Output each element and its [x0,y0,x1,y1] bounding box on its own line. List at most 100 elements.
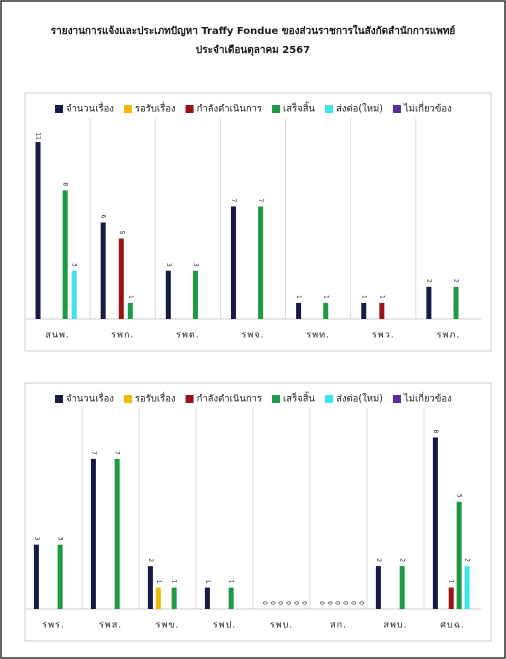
bar [426,286,432,319]
bar [147,566,153,609]
legend-swatch [123,395,132,403]
legend-label: รอรับเรื่อง [135,102,176,115]
x-tick-label: รพว. [372,331,395,341]
x-tick-label: สพบ. [384,621,408,631]
bar [399,566,405,609]
value-label: 2 [453,279,460,283]
bar [323,302,329,319]
legend-swatch [392,105,401,113]
value-label: 1 [360,295,367,299]
bar [155,587,161,609]
bar [100,222,106,319]
value-label: 7 [114,451,121,455]
legend-swatch [185,395,194,403]
legend-label: ส่งต่อ(ใหม่) [336,393,383,405]
chart-frame [24,382,492,642]
value-label: 1 [204,580,211,584]
value-label: 1 [127,295,134,299]
value-label: 1 [295,295,302,299]
value-label: 3 [33,537,40,541]
value-label: 5 [118,231,125,235]
report-title: รายงานการแจ้งและประเภทปัญหา Traffy Fondu… [51,24,456,37]
legend-swatch [272,395,281,403]
value-label: 0 [342,601,349,605]
bar [448,587,454,609]
report-subtitle: ประจำเดือนตุลาคม 2567 [196,44,310,56]
bar [456,501,462,609]
x-tick-label: รพร. [42,621,64,631]
legend-swatch [272,105,281,113]
x-tick-label: รพข. [156,621,180,631]
x-tick-label: รพท. [306,331,330,341]
value-label: 7 [257,199,264,203]
legend-label: ส่งต่อ(ใหม่) [336,103,383,115]
value-label: 1 [322,295,329,299]
bar [171,587,177,609]
legend-label: รอรับเรื่อง [135,392,176,405]
bar [258,206,264,319]
bar [432,437,438,609]
legend-swatch [185,105,194,113]
x-tick-label: รพต. [176,331,199,341]
legend-label: ไม่เกี่ยวข้อง [403,392,452,405]
x-tick-label: รพบ. [270,621,293,631]
legend-label: เสร็จสิ้น [283,102,316,115]
value-label: 0 [326,601,333,605]
legend-label: จำนวนเรื่อง [66,102,114,115]
x-tick-label: รพส. [99,621,122,631]
value-label: 3 [192,263,199,267]
value-label: 0 [261,601,268,605]
bar [71,270,77,319]
x-tick-label: รพภ. [437,331,461,341]
bar [361,302,367,319]
x-tick-label: รพจ. [242,331,265,341]
bar [127,302,133,319]
bar [230,206,236,319]
value-label: 1 [448,580,455,584]
value-label: 7 [90,451,97,455]
value-label: 0 [269,601,276,605]
bar [379,302,385,319]
value-label: 1 [171,580,178,584]
bar [57,544,63,609]
bar [464,566,470,609]
value-label: 0 [318,601,325,605]
value-label: 3 [57,537,64,541]
value-label: 11 [35,132,42,140]
chart-frame [24,92,492,352]
value-label: 7 [230,199,237,203]
bar [118,238,124,319]
bar [296,302,302,319]
value-label: 3 [71,263,78,267]
value-label: 0 [285,601,292,605]
value-label: 8 [62,182,69,186]
legend-swatch [55,105,63,113]
value-label: 2 [147,558,154,562]
value-label: 1 [155,580,162,584]
value-label: 6 [100,215,107,219]
x-tick-label: สก. [330,621,347,631]
value-label: 3 [165,263,172,267]
x-tick-label: รพก. [111,331,134,341]
bar [62,190,68,319]
value-label: 0 [277,601,284,605]
legend-label: กำลังดำเนินการ [197,104,262,115]
legend-swatch [392,395,401,403]
legend-label: ไม่เกี่ยวข้อง [403,102,452,115]
bar [228,587,234,609]
value-label: 8 [432,430,439,434]
legend-swatch [123,105,132,113]
value-label: 1 [228,580,235,584]
legend-label: กำลังดำเนินการ [197,394,262,405]
bar [453,286,459,319]
bar [35,142,41,319]
bar [33,544,39,609]
value-label: 2 [399,558,406,562]
value-label: 0 [300,601,307,605]
legend-label: จำนวนเรื่อง [66,392,114,405]
value-label: 2 [425,279,432,283]
legend-label: เสร็จสิ้น [283,392,316,405]
bar [192,270,198,319]
value-label: 0 [334,601,341,605]
